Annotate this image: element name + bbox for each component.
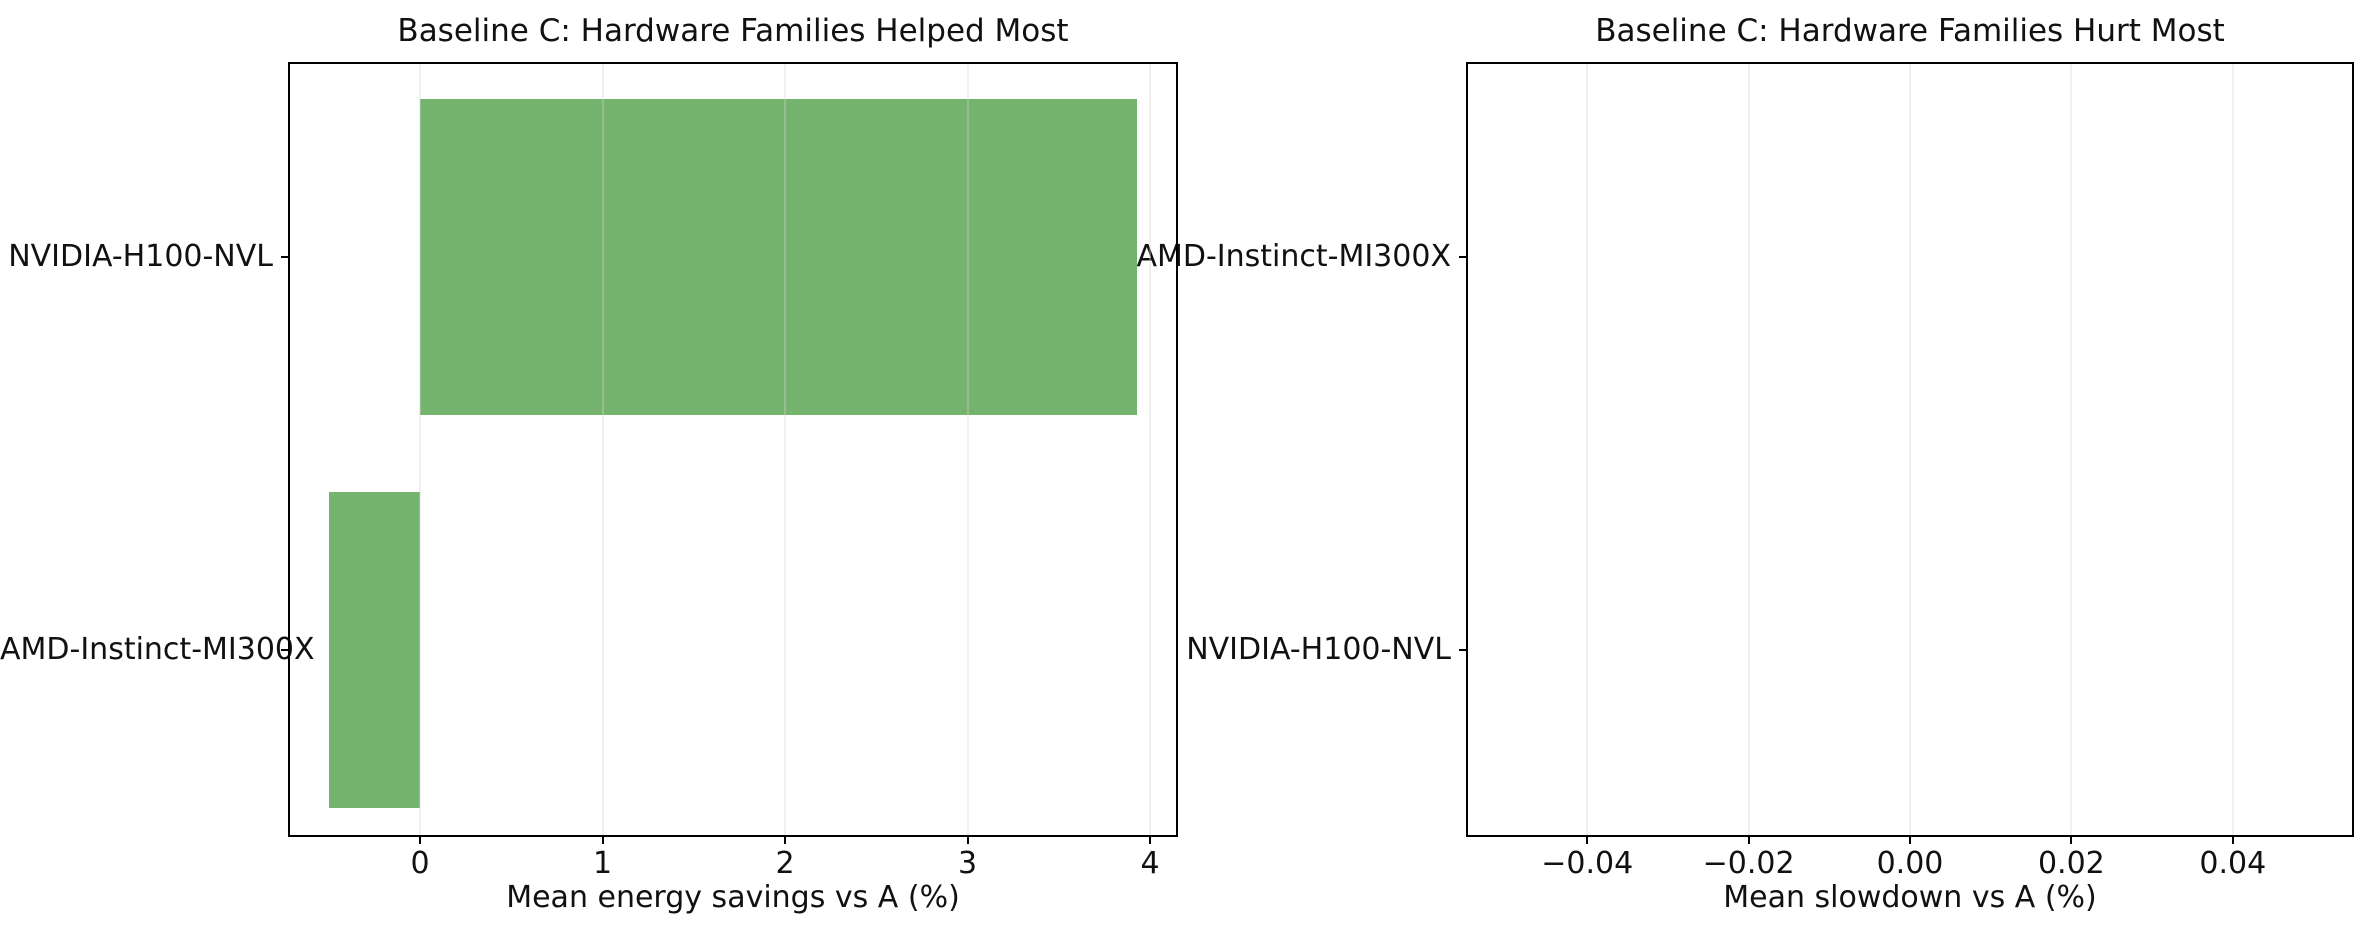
gridline: [1586, 63, 1589, 836]
x-tick-label: 3: [957, 846, 978, 881]
chart-title: Baseline C: Hardware Families Hurt Most: [1595, 13, 2225, 49]
y-tick-label: AMD-Instinct-MI300X: [1136, 239, 1451, 274]
x-axis-label: Mean slowdown vs A (%): [1723, 880, 2097, 915]
x-tick-label: 0: [410, 846, 430, 881]
y-tick: [281, 649, 289, 651]
gridline: [419, 63, 422, 836]
gridline: [1747, 63, 1750, 836]
x-tick: [2231, 836, 2234, 844]
gridline: [784, 63, 786, 836]
x-tick: [1148, 836, 1151, 844]
x-tick-label: −0.02: [1702, 846, 1795, 881]
x-tick-label: 2: [775, 846, 795, 881]
x-tick-label: 4: [1140, 846, 1160, 881]
gridline: [1909, 63, 1911, 836]
gridline: [1148, 63, 1151, 836]
y-tick: [1459, 649, 1467, 651]
bar: [328, 492, 421, 808]
gridline: [966, 63, 969, 836]
x-tick: [2070, 836, 2073, 844]
chart-title: Baseline C: Hardware Families Helped Mos…: [397, 13, 1069, 49]
y-tick: [281, 256, 289, 258]
x-tick: [1586, 836, 1589, 844]
x-tick-label: −0.04: [1541, 846, 1634, 881]
x-tick-label: 0.04: [2199, 846, 2267, 881]
gridline: [601, 63, 604, 836]
gridline: [2231, 63, 2234, 836]
gridline: [2070, 63, 2073, 836]
x-tick: [1909, 836, 1911, 844]
bar: [420, 99, 1138, 415]
x-tick-label: 0.00: [1876, 846, 1944, 881]
x-tick: [784, 836, 786, 844]
x-axis-label: Mean energy savings vs A (%): [506, 880, 960, 915]
y-tick-label: NVIDIA-H100-NVL: [8, 239, 273, 274]
y-tick: [1459, 256, 1467, 258]
x-tick: [966, 836, 969, 844]
x-tick-label: 0.02: [2037, 846, 2105, 881]
x-tick: [601, 836, 604, 844]
y-tick-label: AMD-Instinct-MI300X: [0, 632, 315, 667]
x-tick: [1747, 836, 1750, 844]
x-tick: [419, 836, 422, 844]
x-tick-label: 1: [592, 846, 613, 881]
y-tick-label: NVIDIA-H100-NVL: [1186, 632, 1451, 667]
